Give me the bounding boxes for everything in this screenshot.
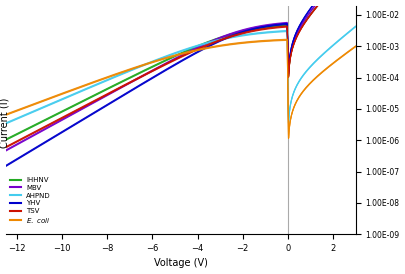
Legend: IHHNV, MBV, AHPND, YHV, TSV, $\it{E.\ coli}$: IHHNV, MBV, AHPND, YHV, TSV, $\it{E.\ co…: [9, 176, 52, 226]
Text: Current (I): Current (I): [0, 98, 9, 149]
X-axis label: Voltage (V): Voltage (V): [153, 258, 207, 269]
